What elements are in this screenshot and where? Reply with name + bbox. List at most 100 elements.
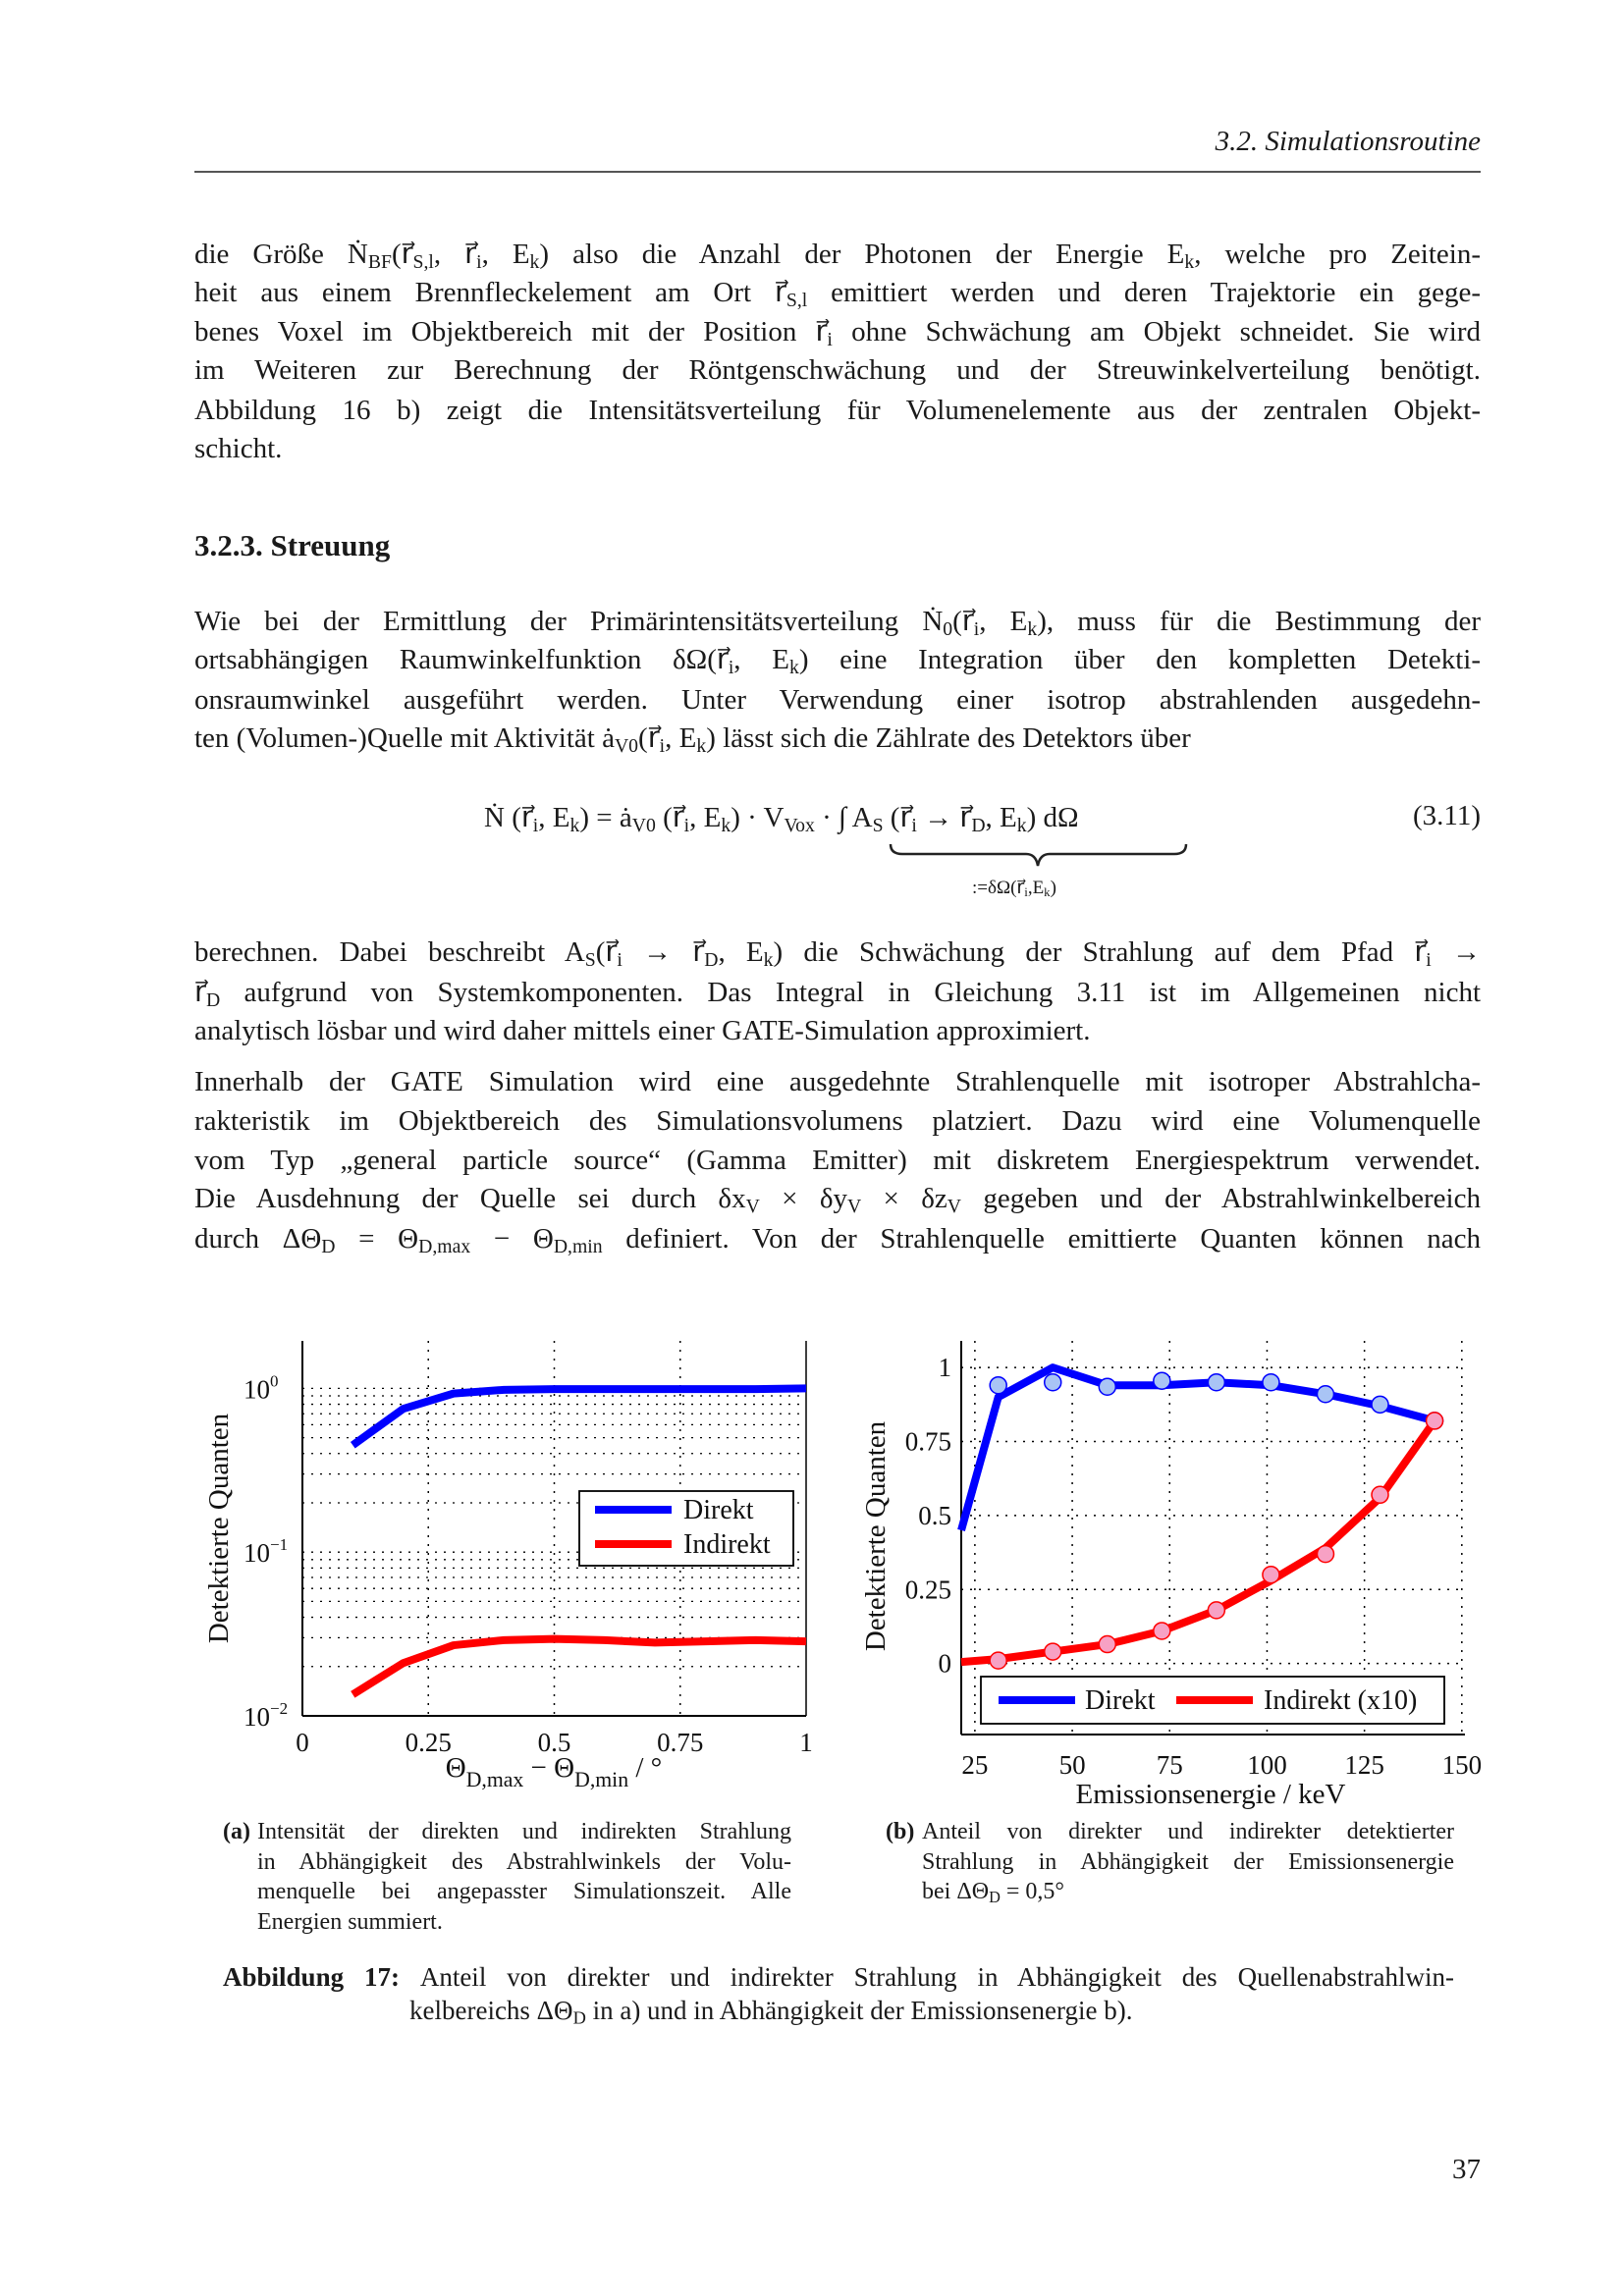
text-run: , E <box>733 644 789 675</box>
text-run: die Größe Ṅ <box>194 239 368 270</box>
text-run: ) <box>1050 878 1056 898</box>
subscript: k <box>721 814 731 836</box>
text-run: rakteristik im Objektbereich des Simulat… <box>194 1105 1481 1137</box>
subscript: i <box>728 656 734 678</box>
text-run: Anteil von direkter und indirekter Strah… <box>419 1962 1454 1992</box>
data-point-marker <box>1316 1544 1335 1564</box>
y-tick-label: 10−2 <box>244 1699 288 1732</box>
paragraph-1-line: benes Voxel im Objektbereich mit der Pos… <box>194 312 1481 351</box>
legend-label: Indirekt (x10) <box>1264 1685 1417 1716</box>
legend-label: Direkt <box>683 1495 754 1525</box>
paragraph-4-line: rakteristik im Objektbereich des Simulat… <box>194 1101 1481 1141</box>
text-run: ,E <box>1027 878 1045 898</box>
text-run: Innerhalb der GATE Simulation wird eine … <box>194 1066 1481 1097</box>
series-line-direkt <box>957 1363 1436 1532</box>
underbrace-label: :=δΩ(r⃗i,Ek) <box>972 877 1056 899</box>
data-point-marker <box>1262 1565 1280 1584</box>
subscript: V <box>947 1195 961 1217</box>
subcaption-label: (b) <box>886 1819 915 1844</box>
data-point-marker <box>1207 1601 1226 1620</box>
subcaption-label: (a) <box>223 1819 250 1844</box>
subscript: k <box>696 734 707 757</box>
x-tick-label: 100 <box>1247 1750 1287 1780</box>
subscript: k <box>1044 884 1051 900</box>
subcaption-line: menquelle bei angepasster Simulationszei… <box>257 1877 791 1907</box>
text-run: ) die Schwächung der Strahlung auf dem P… <box>773 936 1427 968</box>
x-tick-label: 0.75 <box>657 1728 703 1757</box>
subscript: Vox <box>784 814 815 836</box>
header-rule <box>194 171 1481 173</box>
paragraph-2-line: ortsabhängigen Raumwinkelfunktion δΩ(r⃗i… <box>194 640 1481 679</box>
data-point-marker <box>1425 1412 1444 1430</box>
x-tick-label: 50 <box>1059 1750 1086 1780</box>
subscript: k <box>763 948 774 971</box>
text-run: ), muss für die Bestimmung der <box>1037 606 1481 637</box>
subscript: D <box>321 1235 336 1257</box>
subscript: D,max <box>418 1235 471 1257</box>
text-run: · ∫ A <box>814 802 873 833</box>
text-run: Emissionsenergie / keV <box>1076 1779 1346 1810</box>
series-line-direkt <box>350 1384 807 1449</box>
paragraph-1-line: die Größe ṄBF(r⃗S,l, r⃗i, Ek) also die A… <box>194 235 1481 274</box>
subscript: D <box>205 988 221 1011</box>
data-point-marker <box>1098 1634 1117 1654</box>
text-run: benes Voxel im Objektbereich mit der Pos… <box>194 316 828 347</box>
text-run: − Θ <box>523 1752 574 1784</box>
subscript: S,l <box>412 250 434 273</box>
paragraph-4-line: Die Ausdehnung der Quelle sei durch δxV … <box>194 1179 1481 1218</box>
text-run: menquelle bei angepasster Simulationszei… <box>257 1879 791 1904</box>
text-run: × δz <box>861 1183 947 1214</box>
paragraph-4-line: durch ΔΘD = ΘD,max − ΘD,min definiert. V… <box>194 1219 1481 1258</box>
x-tick-label: 150 <box>1442 1750 1483 1780</box>
subscript: D <box>989 1888 1001 1907</box>
text-run: × δy <box>759 1183 847 1214</box>
data-point-marker <box>1262 1372 1280 1392</box>
figure-caption-label: Abbildung 17: <box>223 1962 420 1992</box>
tick-base: 10 <box>244 1538 270 1568</box>
text-run: → r⃗ <box>622 936 705 968</box>
y-tick-label: 1 <box>939 1353 952 1382</box>
text-run: analytisch lösbar und wird daher mittels… <box>194 1015 1091 1046</box>
subscript: k <box>569 814 580 836</box>
data-point-marker <box>1098 1377 1117 1396</box>
text-run: D,min <box>574 1768 628 1791</box>
subscript: k <box>529 250 540 273</box>
figure-caption-line: kelbereichs ΔΘD in a) und in Abhängigkei… <box>409 1996 1132 2027</box>
paragraph-2-line: ten (Volumen-)Quelle mit Aktivität ȧV0(r… <box>194 719 1481 758</box>
series-line-indirekt <box>960 1418 1438 1667</box>
tick-exponent: −1 <box>270 1535 288 1554</box>
text-run: , E <box>718 936 764 968</box>
text-run: , E <box>665 722 697 754</box>
subscript: S <box>584 948 596 971</box>
y-tick-label: 0.75 <box>905 1427 951 1457</box>
text-run: ortsabhängigen Raumwinkelfunktion δΩ(r⃗ <box>194 644 729 675</box>
y-axis-label: Detektierte Quanten <box>203 1413 235 1643</box>
text-run: (r⃗ <box>595 936 618 968</box>
subscript: k <box>788 656 799 678</box>
subscript: i <box>1426 948 1432 971</box>
subcaption-a: (a) Intensität der direkten und indirekte… <box>223 1817 791 1937</box>
subscript: BF <box>367 250 392 273</box>
page-number: 37 <box>1452 2154 1481 2185</box>
text-run: ohne Schwächung am Objekt schneidet. Sie… <box>832 316 1481 347</box>
paragraph-1-line: im Weiteren zur Berechnung der Röntgensc… <box>194 350 1481 390</box>
text-run: ) dΩ <box>1026 802 1079 833</box>
y-tick-label: 0.5 <box>918 1501 951 1530</box>
text-run: , E <box>481 239 530 270</box>
text-run: Anteil von direkter und indirekter detek… <box>922 1819 1454 1844</box>
running-header: 3.2. Simulationsroutine <box>1215 126 1481 157</box>
subscript: i <box>532 814 539 836</box>
text-run: (r⃗ <box>655 802 684 833</box>
text-run: heit aus einem Brennfleckelement am Ort … <box>194 277 786 308</box>
x-tick-label: 1 <box>799 1728 813 1757</box>
data-point-marker <box>1316 1385 1335 1404</box>
subscript: k <box>1016 814 1027 836</box>
subscript: k <box>1184 250 1195 273</box>
text-run: im Weiteren zur Berechnung der Röntgensc… <box>194 354 1481 386</box>
data-point-marker <box>1371 1485 1389 1505</box>
subscript: D <box>704 948 719 971</box>
equation: Ṅ (r⃗i, Ek) = ȧV0 (r⃗i, Ek) · VVox · ∫ A… <box>484 800 1079 836</box>
subscript: V <box>846 1195 862 1217</box>
text-run: → r⃗ <box>916 802 972 833</box>
data-point-marker <box>1371 1395 1389 1415</box>
